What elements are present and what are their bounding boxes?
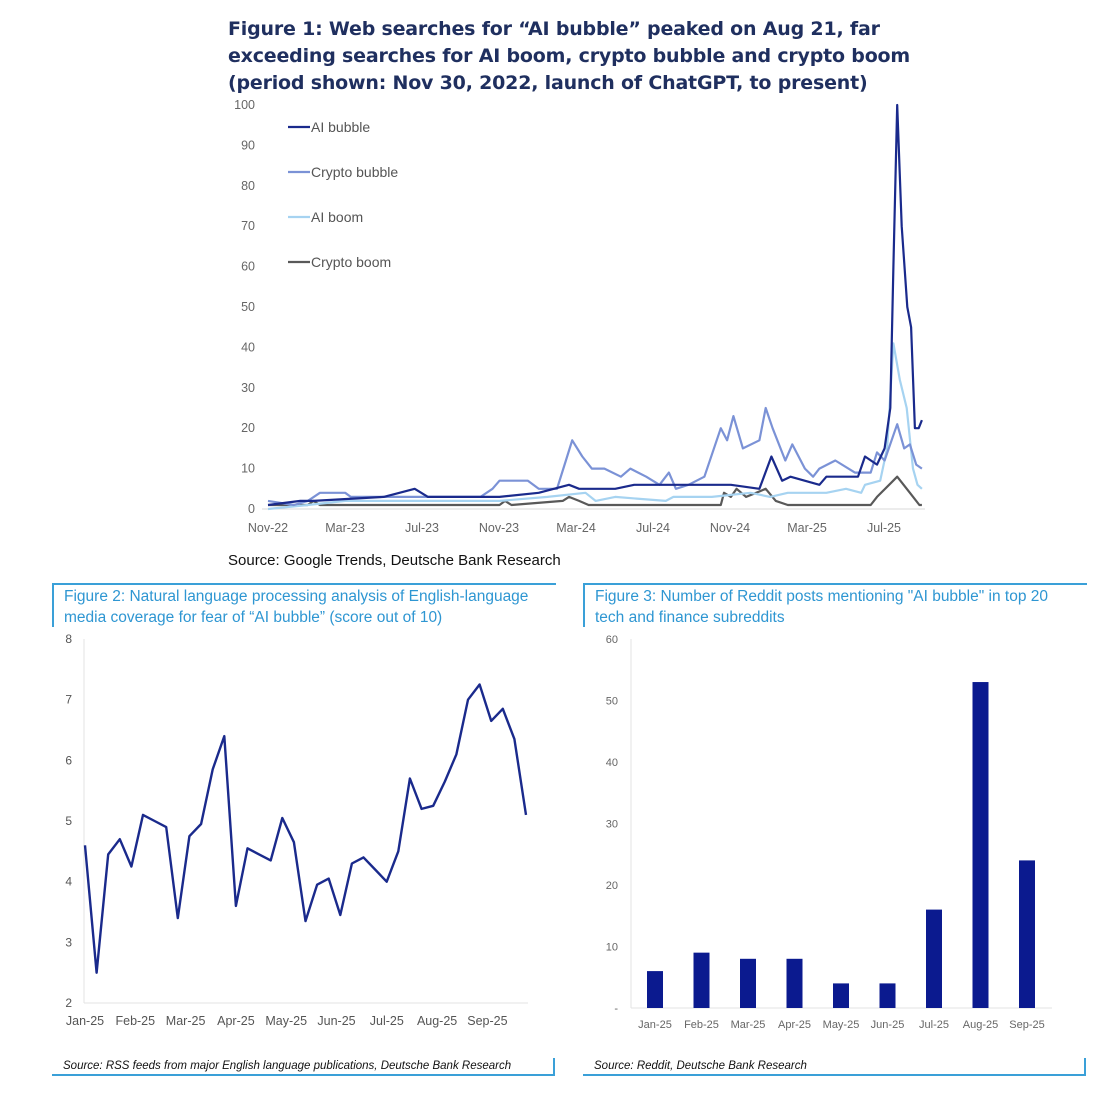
x-tick-label: Nov-22 [248,521,288,535]
y-tick-label: 4 [65,875,72,889]
x-tick-label: Mar-25 [166,1014,206,1028]
x-tick-label: Aug-25 [963,1019,998,1031]
figure1-chart: 0 10 20 30 40 50 60 70 80 90 100 Nov-22 Mar-23 Jul-23… [234,98,925,535]
x-tick-label: May-25 [823,1019,860,1031]
x-tick-label: Jan-25 [638,1019,672,1031]
y-tick-label: 2 [65,996,72,1010]
y-tick-label: 30 [241,381,255,395]
bar [647,971,663,1008]
series-line-ai-bubble [267,103,923,507]
bar [693,952,710,1008]
figure3-title: Figure 3: Number of Reddit posts mention… [595,588,1049,626]
x-tick-label: Nov-24 [710,521,750,535]
x-tick-label: Jul-25 [370,1014,404,1028]
x-tick-label: Aug-25 [417,1014,457,1028]
figure1-title: Figure 1: Web searches for “AI bubble” p… [228,18,910,94]
bar [833,983,849,1008]
x-tick-label: Jan-25 [66,1014,104,1028]
x-tick-label: Jul-25 [867,521,901,535]
legend-label: AI bubble [311,119,370,135]
y-tick-label: 10 [606,942,618,954]
x-tick-label: Jul-24 [636,521,670,535]
figure3-frame-top [583,583,1087,627]
x-tick-label: Sep-25 [1009,1019,1044,1031]
y-tick-label: 80 [241,179,255,193]
y-tick-label: 60 [606,634,618,646]
y-tick-label: 20 [241,421,255,435]
y-tick-label: 10 [241,462,255,476]
y-tick-label: 20 [606,880,618,892]
series-line-ai-boom [267,342,923,511]
x-tick-label: Mar-24 [556,521,596,535]
bar [1019,860,1035,1008]
y-tick-label: 8 [65,632,72,646]
x-tick-label: Feb-25 [115,1014,155,1028]
x-tick-label: Sep-25 [467,1014,507,1028]
y-tick-label: - [614,1003,618,1015]
y-tick-label: 3 [65,935,72,949]
y-tick-label: 6 [65,753,72,767]
figure3-chart: - 10 20 30 40 50 60 Jan-25 Feb-25 Mar-25 Apr-25 May… [606,634,1052,1031]
x-tick-label: Jun-25 [871,1019,905,1031]
x-tick-label: Nov-23 [479,521,519,535]
bar [972,682,989,1008]
x-tick-label: Feb-25 [684,1019,719,1031]
x-tick-label: Jul-23 [405,521,439,535]
series-line [83,683,528,974]
x-tick-label: Mar-23 [325,521,365,535]
figure3-frame-bottom [583,1058,1086,1076]
x-tick-label: Apr-25 [778,1019,811,1031]
figure3-source: Source: Reddit, Deutsche Bank Research [594,1060,807,1072]
bar [926,909,942,1008]
figure1-source: Source: Google Trends, Deutsche Bank Res… [228,552,561,569]
bar [740,958,756,1008]
y-tick-label: 50 [241,300,255,314]
legend-label: Crypto boom [311,254,391,270]
y-tick-label: 0 [248,502,255,516]
y-tick-label: 5 [65,814,72,828]
figure2-frame-top [52,583,556,627]
y-tick-label: 50 [606,696,618,708]
figure2-frame-bottom [52,1058,555,1076]
y-tick-label: 7 [65,693,72,707]
y-tick-label: 70 [241,219,255,233]
x-tick-label: Mar-25 [787,521,827,535]
figure2-source: Source: RSS feeds from major English lan… [63,1060,512,1072]
bar [879,983,896,1008]
y-tick-label: 100 [234,98,255,112]
x-tick-label: May-25 [265,1014,307,1028]
legend-label: Crypto bubble [311,164,398,180]
x-tick-label: Mar-25 [731,1019,766,1031]
legend-label: AI boom [311,209,363,225]
y-tick-label: 40 [606,757,618,769]
x-tick-label: Apr-25 [217,1014,255,1028]
x-tick-label: Jun-25 [317,1014,355,1028]
y-tick-label: 60 [241,260,255,274]
y-tick-label: 30 [606,819,618,831]
figure2-title: Figure 2: Natural language processing an… [64,588,529,626]
figure2-chart: 2 3 4 5 6 7 8 Jan-25 Feb-25 Mar-25 Apr-25 May-25 Jun… [65,632,528,1028]
y-tick-label: 40 [241,340,255,354]
bar [786,958,803,1008]
x-tick-label: Jul-25 [919,1019,949,1031]
series-line-crypto-bubble [267,406,923,507]
y-tick-label: 90 [241,138,255,152]
